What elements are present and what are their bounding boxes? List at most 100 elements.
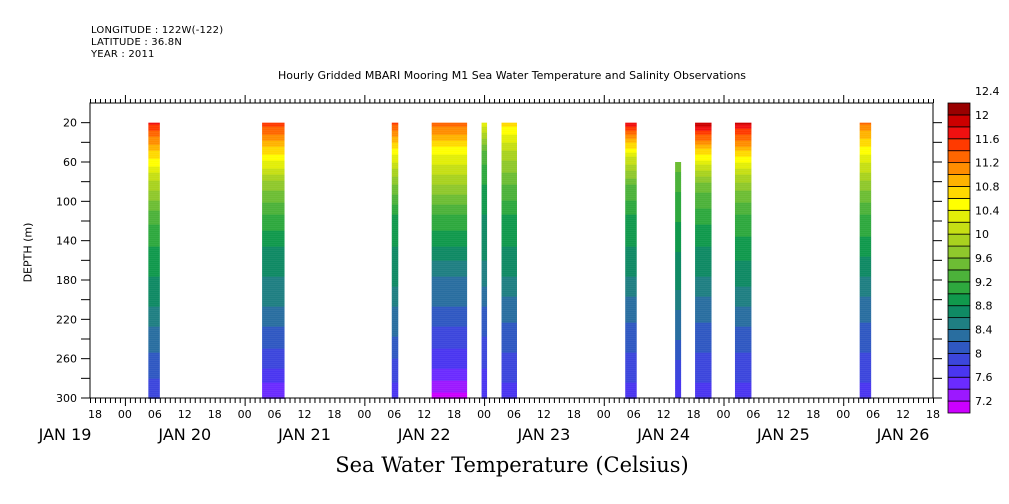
profile-cell (695, 374, 712, 377)
profile-cell (481, 318, 488, 321)
profile-cell (148, 156, 160, 159)
profile-cell (431, 308, 468, 311)
profile-cell (481, 230, 488, 233)
profile-cell (262, 148, 285, 151)
profile-cell (148, 298, 160, 301)
profile-cell (734, 224, 752, 227)
profile-cell (391, 354, 399, 357)
profile-cell (431, 314, 468, 317)
profile-cell (625, 270, 637, 273)
profile-cell (391, 378, 399, 381)
profile-cell (734, 298, 752, 301)
profile-cell (675, 326, 682, 329)
profile-cell (625, 186, 637, 189)
profile-cell (859, 206, 872, 209)
profile-cell (431, 234, 468, 237)
profile-cell (481, 156, 488, 159)
profile-cell (625, 324, 637, 327)
profile-cell (734, 252, 752, 255)
colorbar-swatch (947, 126, 971, 140)
profile-cell (148, 286, 160, 289)
profile-cell (625, 204, 637, 207)
profile-cell (695, 240, 712, 243)
profile-cell (501, 208, 517, 211)
profile-cell (148, 242, 160, 245)
profile-cell (734, 148, 752, 151)
profile-cell (625, 180, 637, 183)
profile-cell (148, 174, 160, 177)
y-tick-label: 300 (56, 392, 77, 405)
profile-cell (501, 292, 517, 295)
profile-cell (481, 246, 488, 249)
profile-cell (734, 204, 752, 207)
profile-cell (391, 188, 399, 191)
profile-cell (695, 220, 712, 223)
profile-cell (262, 344, 285, 347)
x-tick-label: 12 (896, 408, 910, 421)
profile-cell (501, 346, 517, 349)
profile-cell (501, 304, 517, 307)
profile-cell (695, 218, 712, 221)
profile-cell (148, 268, 160, 271)
profile-cell (625, 358, 637, 361)
profile-cell (859, 316, 872, 319)
y-tick-label: 140 (56, 235, 77, 248)
profile-cell (148, 188, 160, 191)
profile-cell (391, 364, 399, 367)
profile-cell (431, 152, 468, 155)
profile-cell (859, 308, 872, 311)
profile-cell (262, 232, 285, 235)
profile-cell (148, 232, 160, 235)
profile-cell (734, 216, 752, 219)
profile-cell (859, 354, 872, 357)
profile-cell (625, 386, 637, 389)
profile-cell (391, 392, 399, 395)
profile-cell (859, 182, 872, 185)
profile-cell (695, 352, 712, 355)
profile-cell (734, 306, 752, 309)
colorbar-swatch (947, 293, 971, 307)
profile-cell (481, 362, 488, 365)
profile-cell (675, 314, 682, 317)
profile-cell (501, 152, 517, 155)
profile-cell (859, 276, 872, 279)
profile-cell (734, 190, 752, 193)
profile-cell (695, 272, 712, 275)
profile-cell (431, 232, 468, 235)
profile-cell (734, 324, 752, 327)
profile-cell (148, 316, 160, 319)
profile-cell (431, 148, 468, 151)
profile-cell (481, 394, 488, 397)
profile-cell (431, 300, 468, 303)
profile-cell (859, 336, 872, 339)
profile-cell (481, 260, 488, 263)
profile-cell (431, 312, 468, 315)
profile-cell (734, 254, 752, 257)
profile-cell (431, 338, 468, 341)
profile-cell (695, 316, 712, 319)
profile-cell (695, 248, 712, 251)
profile-cell (859, 364, 872, 367)
profile-cell (391, 370, 399, 373)
profile-cell (625, 238, 637, 241)
profile-cell (262, 336, 285, 339)
profile-cell (695, 266, 712, 269)
profile-cell (675, 262, 682, 265)
profile-cell (695, 222, 712, 225)
profile-cell (501, 380, 517, 383)
profile-cell (262, 320, 285, 323)
profile-cell (859, 166, 872, 169)
profile-cell (625, 378, 637, 381)
profile-cell (148, 206, 160, 209)
profile-cell (391, 154, 399, 157)
profile-cell (625, 132, 637, 135)
profile-cell (262, 334, 285, 337)
profile-cell (431, 212, 468, 215)
profile-cell (859, 358, 872, 361)
profile-cell (859, 216, 872, 219)
profile-cell (148, 262, 160, 265)
profile-cell (501, 286, 517, 289)
profile-cell (734, 278, 752, 281)
profile-cell (734, 354, 752, 357)
profile-cell (148, 292, 160, 295)
